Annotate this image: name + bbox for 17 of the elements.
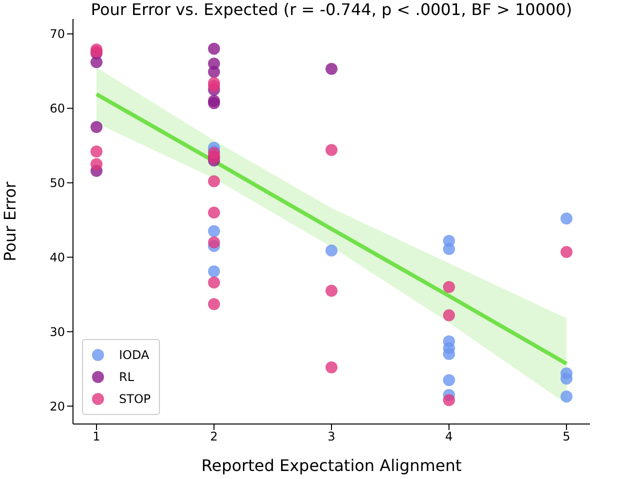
y-tick-label: 70 [50,27,65,42]
y-tick-label: 60 [50,102,65,116]
legend-label: IODA [119,348,150,362]
y-tick-label: 40 [50,250,65,264]
y-tick-label: 20 [50,399,65,414]
x-tick-label: 5 [562,430,570,444]
y-axis-title: Pour Error [0,181,20,262]
legend-label: RL [119,370,134,384]
x-tick-label: 4 [445,430,453,444]
y-tick-label: 30 [50,324,65,339]
x-tick-label: 2 [210,430,218,444]
x-tick-label: 1 [92,430,100,444]
x-axis-title: Reported Expectation Alignment [201,456,462,475]
x-tick-label: 3 [328,430,336,444]
legend-label: STOP [119,392,151,406]
y-tick-label: 50 [50,176,65,190]
chart-title: Pour Error vs. Expected (r = -0.744, p < .0001, BF > 10000) [90,0,574,19]
